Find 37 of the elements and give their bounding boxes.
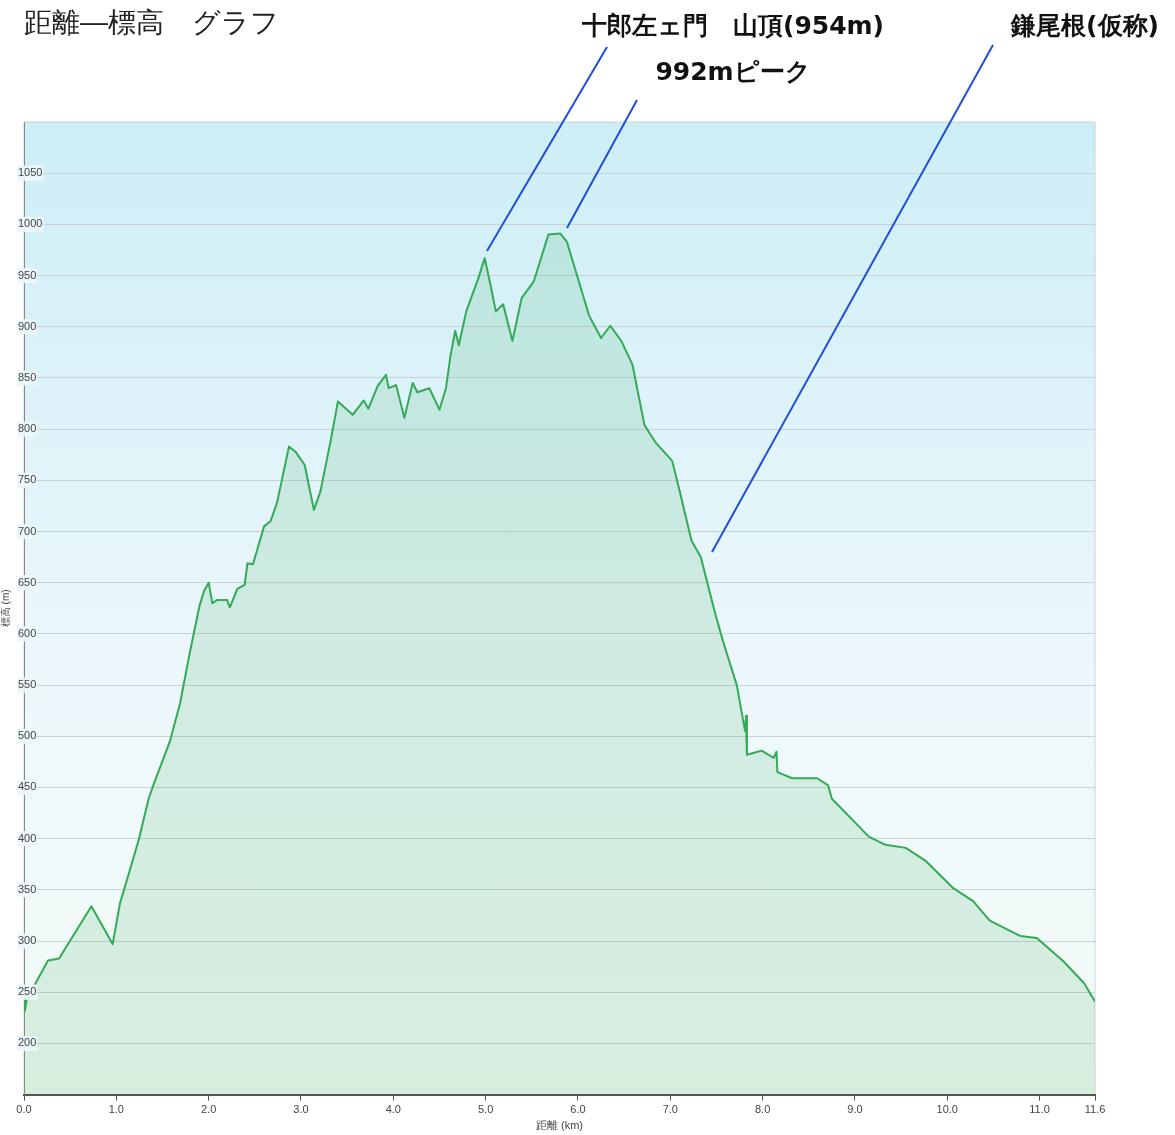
x-tick-label: 10.0 — [936, 1103, 958, 1116]
y-tick-label: 900 — [18, 319, 37, 332]
y-tick-label: 750 — [18, 473, 37, 486]
x-tick-label: 7.0 — [662, 1103, 678, 1116]
x-tick-label: 8.0 — [754, 1103, 771, 1116]
y-tick-label: 250 — [18, 985, 37, 998]
y-tick-label: 850 — [18, 370, 37, 383]
y-tick-label: 200 — [18, 1036, 37, 1049]
y-tick-label: 650 — [18, 575, 37, 588]
x-axis-title: 距離 (km) — [535, 1119, 584, 1132]
y-tick-label: 550 — [18, 678, 37, 691]
x-tick-label: 2.0 — [201, 1103, 217, 1116]
y-tick-label: 700 — [18, 524, 37, 537]
x-tick-label: 4.0 — [385, 1103, 401, 1116]
y-tick-label: 450 — [18, 780, 37, 793]
x-tick-label: 11.0 — [1029, 1103, 1050, 1116]
y-axis-title: 標高 (m) — [0, 589, 11, 628]
x-tick-label: 11.6 — [1084, 1103, 1106, 1116]
text: 992mピーク — [655, 56, 811, 86]
y-tick-label: 1000 — [18, 217, 43, 230]
y-tick-label: 600 — [18, 626, 37, 639]
x-tick-label: 5.0 — [477, 1103, 494, 1116]
y-tick-label: 1050 — [18, 166, 43, 179]
y-tick-label: 400 — [18, 831, 37, 844]
chart-title: 距離―標高 グラフ — [24, 6, 279, 40]
y-tick-label: 800 — [18, 422, 37, 435]
y-tick-label: 500 — [18, 729, 37, 742]
text: 十郎左ェ門 山頂(954m) — [580, 10, 885, 40]
y-tick-label: 350 — [18, 882, 37, 895]
x-tick-label: 0.0 — [16, 1103, 32, 1116]
text: 鎌尾根(仮称) — [1010, 10, 1159, 40]
y-tick-label: 950 — [18, 268, 37, 281]
x-tick-label: 6.0 — [570, 1103, 586, 1116]
x-tick-label: 3.0 — [293, 1103, 309, 1116]
y-tick-label: 300 — [18, 934, 37, 947]
x-tick-label: 9.0 — [847, 1103, 863, 1116]
x-tick-label: 1.0 — [108, 1103, 124, 1116]
